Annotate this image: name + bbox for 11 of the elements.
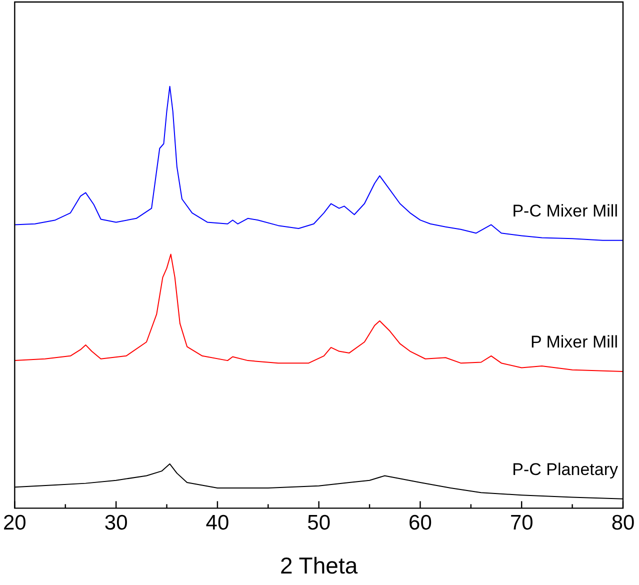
x-tick-label: 60 [408, 512, 432, 535]
x-tick-label: 30 [104, 512, 128, 535]
x-tick-label: 50 [307, 512, 331, 535]
x-tick-label: 70 [510, 512, 534, 535]
x-tick-label: 20 [3, 512, 26, 535]
series-label: P-C Planetary [512, 460, 618, 480]
x-tick-label: 80 [611, 512, 635, 535]
x-tick-label: 40 [206, 512, 230, 535]
series-label: P Mixer Mill [530, 332, 618, 352]
x-axis-title: 2 Theta [280, 552, 358, 579]
series-label: P-C Mixer Mill [512, 202, 618, 221]
